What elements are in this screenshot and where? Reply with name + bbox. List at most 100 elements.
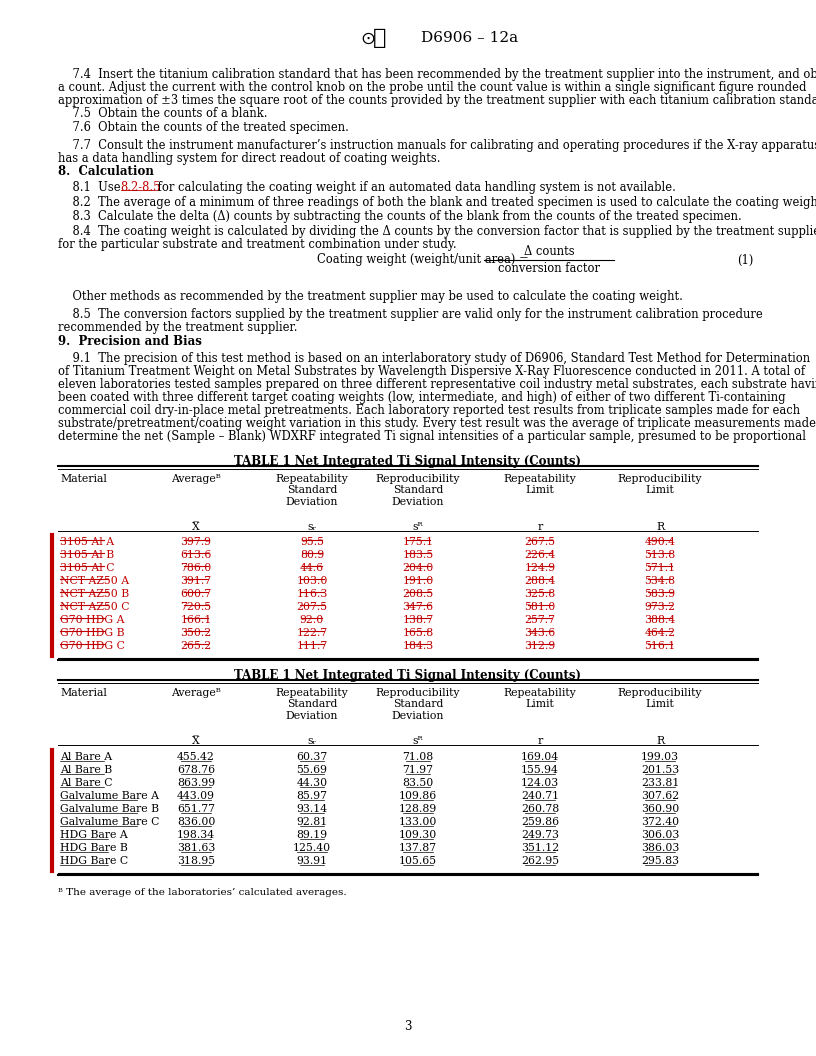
Text: TABLE 1 Net Integrated Ti Signal Intensity (Counts): TABLE 1 Net Integrated Ti Signal Intensi… xyxy=(234,455,582,468)
Text: 490.4: 490.4 xyxy=(645,538,676,547)
Text: 516.1: 516.1 xyxy=(645,641,676,650)
Text: 191.0: 191.0 xyxy=(402,576,433,586)
Text: 233.81: 233.81 xyxy=(641,778,679,788)
Text: 262.95: 262.95 xyxy=(521,856,559,866)
Text: Limit: Limit xyxy=(526,699,554,710)
Text: 391.7: 391.7 xyxy=(180,576,211,586)
Text: 372.40: 372.40 xyxy=(641,817,679,827)
Text: Ⓐ: Ⓐ xyxy=(373,29,387,48)
Text: Repeatability: Repeatability xyxy=(503,689,576,698)
Text: 175.1: 175.1 xyxy=(402,538,433,547)
Text: substrate/pretreatment/coating weight variation in this study. Every test result: substrate/pretreatment/coating weight va… xyxy=(58,417,816,430)
Text: Deviation: Deviation xyxy=(286,711,338,720)
Text: 443.09: 443.09 xyxy=(177,791,215,802)
Text: Limit: Limit xyxy=(645,486,674,495)
Text: has a data handling system for direct readout of coating weights.: has a data handling system for direct re… xyxy=(58,152,441,165)
Text: 93.91: 93.91 xyxy=(296,856,327,866)
Text: 128.89: 128.89 xyxy=(399,804,437,814)
Text: 249.73: 249.73 xyxy=(521,830,559,840)
Text: Standard: Standard xyxy=(392,486,443,495)
Text: Repeatability: Repeatability xyxy=(503,474,576,484)
Text: Repeatability: Repeatability xyxy=(276,474,348,484)
Text: 260.78: 260.78 xyxy=(521,804,559,814)
Text: HDG Bare B: HDG Bare B xyxy=(60,843,128,853)
Text: 44.6: 44.6 xyxy=(300,563,324,573)
Text: 137.87: 137.87 xyxy=(399,843,437,853)
Text: 600.7: 600.7 xyxy=(180,589,211,599)
Text: for the particular substrate and treatment combination under study.: for the particular substrate and treatme… xyxy=(58,238,457,251)
Text: 8.3  Calculate the delta (Δ) counts by subtracting the counts of the blank from : 8.3 Calculate the delta (Δ) counts by su… xyxy=(58,210,742,223)
Text: 8.4  The coating weight is calculated by dividing the Δ counts by the conversion: 8.4 The coating weight is calculated by … xyxy=(58,225,816,238)
Text: 60.37: 60.37 xyxy=(296,752,328,762)
Text: 116.3: 116.3 xyxy=(296,589,328,599)
Text: 571.1: 571.1 xyxy=(645,563,676,573)
Text: 350.2: 350.2 xyxy=(180,628,211,638)
Text: 381.63: 381.63 xyxy=(177,843,215,853)
Text: NCT AZ50 C: NCT AZ50 C xyxy=(60,602,130,612)
Text: NCT AZ50 A: NCT AZ50 A xyxy=(60,576,129,586)
Text: Reproducibility: Reproducibility xyxy=(618,474,703,484)
Text: 124.9: 124.9 xyxy=(525,563,556,573)
Text: 204.0: 204.0 xyxy=(402,563,433,573)
Text: X̅: X̅ xyxy=(192,736,200,746)
Text: 288.4: 288.4 xyxy=(525,576,556,586)
Text: 8.2  The average of a minimum of three readings of both the blank and treated sp: 8.2 The average of a minimum of three re… xyxy=(58,196,816,209)
Text: G70 HDG B: G70 HDG B xyxy=(60,628,125,638)
Text: 581.0: 581.0 xyxy=(525,602,556,612)
Text: 267.5: 267.5 xyxy=(525,538,556,547)
Text: Material: Material xyxy=(60,474,107,484)
Text: 307.62: 307.62 xyxy=(641,791,679,802)
Text: 169.04: 169.04 xyxy=(521,752,559,762)
Text: of Titanium Treatment Weight on Metal Substrates by Wavelength Dispersive X-Ray : of Titanium Treatment Weight on Metal Su… xyxy=(58,365,805,378)
Text: HDG Bare C: HDG Bare C xyxy=(60,856,128,866)
Text: 397.9: 397.9 xyxy=(180,538,211,547)
Text: 351.12: 351.12 xyxy=(521,843,559,853)
Text: 124.03: 124.03 xyxy=(521,778,559,788)
Text: 534.8: 534.8 xyxy=(645,576,676,586)
Text: eleven laboratories tested samples prepared on three different representative co: eleven laboratories tested samples prepa… xyxy=(58,378,816,391)
Text: 201.53: 201.53 xyxy=(641,765,679,775)
Text: (1): (1) xyxy=(737,253,753,266)
Text: Al Bare A: Al Bare A xyxy=(60,752,112,762)
Text: 312.9: 312.9 xyxy=(525,641,556,650)
Text: 8.5  The conversion factors supplied by the treatment supplier are valid only fo: 8.5 The conversion factors supplied by t… xyxy=(58,308,763,321)
Text: sᵣ: sᵣ xyxy=(308,522,317,532)
Text: Reproducibility: Reproducibility xyxy=(618,689,703,698)
Text: X̅: X̅ xyxy=(192,522,200,532)
Text: Limit: Limit xyxy=(526,486,554,495)
Text: Standard: Standard xyxy=(286,699,337,710)
Text: R: R xyxy=(656,522,664,532)
Text: r: r xyxy=(538,736,543,746)
Text: 125.40: 125.40 xyxy=(293,843,331,853)
Text: Reproducibility: Reproducibility xyxy=(375,689,460,698)
Text: Galvalume Bare B: Galvalume Bare B xyxy=(60,804,159,814)
Text: 92.81: 92.81 xyxy=(296,817,328,827)
Text: 583.9: 583.9 xyxy=(645,589,676,599)
Text: 613.6: 613.6 xyxy=(180,550,211,560)
Text: 71.97: 71.97 xyxy=(402,765,433,775)
Text: 306.03: 306.03 xyxy=(641,830,679,840)
Text: commercial coil dry-in-place metal pretreatments. Each laboratory reported test : commercial coil dry-in-place metal pretr… xyxy=(58,404,800,417)
Text: Galvalume Bare A: Galvalume Bare A xyxy=(60,791,159,802)
Text: 7.7  Consult the instrument manufacturer’s instruction manuals for calibrating a: 7.7 Consult the instrument manufacturer’… xyxy=(58,139,816,152)
Text: 325.8: 325.8 xyxy=(525,589,556,599)
Text: 7.4  Insert the titanium calibration standard that has been recommended by the t: 7.4 Insert the titanium calibration stan… xyxy=(58,68,816,81)
Text: 165.8: 165.8 xyxy=(402,628,433,638)
Text: 7.6  Obtain the counts of the treated specimen.: 7.6 Obtain the counts of the treated spe… xyxy=(58,121,349,134)
Text: NCT AZ50 B: NCT AZ50 B xyxy=(60,589,129,599)
Text: 3105 Al B: 3105 Al B xyxy=(60,550,114,560)
Text: Repeatability: Repeatability xyxy=(276,689,348,698)
Text: 199.03: 199.03 xyxy=(641,752,679,762)
Text: 155.94: 155.94 xyxy=(521,765,559,775)
Text: Averageᴮ: Averageᴮ xyxy=(171,689,221,698)
Text: 109.86: 109.86 xyxy=(399,791,437,802)
Text: G70 HDG C: G70 HDG C xyxy=(60,641,125,650)
Text: 166.1: 166.1 xyxy=(180,615,211,625)
Text: 133.00: 133.00 xyxy=(399,817,437,827)
Text: 863.99: 863.99 xyxy=(177,778,215,788)
Text: 89.19: 89.19 xyxy=(296,830,327,840)
Text: 92.0: 92.0 xyxy=(299,615,324,625)
Text: G70 HDG A: G70 HDG A xyxy=(60,615,125,625)
Text: 836.00: 836.00 xyxy=(177,817,215,827)
Text: 786.0: 786.0 xyxy=(180,563,211,573)
